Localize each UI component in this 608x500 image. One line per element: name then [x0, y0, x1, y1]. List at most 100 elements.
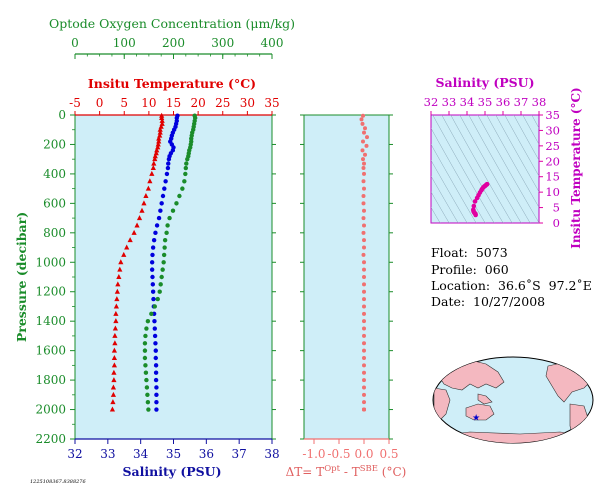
ts-temperature-title: Insitu Temperature (°C) — [569, 87, 583, 248]
oxygen-point — [142, 341, 148, 346]
ts-density-line — [513, 115, 539, 161]
ts-temperature-tick-label: 35 — [545, 108, 560, 122]
ts-temperature-tick-label: 30 — [545, 123, 560, 137]
delta-t-point — [362, 348, 366, 353]
oxygen-point — [146, 407, 151, 412]
temperature-point — [113, 310, 119, 316]
ts-density-line — [531, 115, 539, 129]
delta-t-point — [362, 297, 366, 302]
delta-t-point — [360, 121, 365, 126]
temperature-point — [110, 399, 116, 405]
delta-t-point — [362, 326, 366, 331]
delta-t-point — [362, 130, 366, 135]
ts-salinity-tick-label: 36 — [496, 95, 511, 109]
salinity-point — [165, 165, 171, 171]
salinity-tick-label: 33 — [100, 447, 115, 461]
salinity-point — [154, 385, 159, 390]
temperature-point — [110, 391, 117, 397]
ts-point — [472, 199, 478, 204]
delta-t-point — [362, 161, 366, 166]
oxygen-point — [182, 179, 187, 184]
salinity-point — [151, 237, 157, 243]
delta-t-point — [361, 201, 366, 206]
ts-point — [474, 195, 480, 201]
delta-t-point — [362, 378, 366, 383]
oxygen-tick-label: 0 — [71, 36, 79, 50]
temperature-tick-label: 20 — [190, 96, 205, 110]
salinity-tick-label: 37 — [232, 447, 247, 461]
temperature-axis: -5 0 5 10 15 20 25 30 35 — [69, 96, 280, 115]
temperature-point — [115, 281, 121, 287]
oxygen-point — [149, 311, 154, 317]
temperature-point — [157, 126, 163, 132]
salinity-point — [150, 245, 156, 250]
temperature-point — [145, 185, 151, 191]
ts-temperature-tick-label: 15 — [545, 170, 560, 184]
oxygen-point — [161, 252, 167, 258]
float-location-marker: ★ — [472, 414, 480, 424]
temperature-point — [156, 135, 162, 141]
pressure-axis-title: Pressure (decibar) — [14, 212, 29, 342]
temperature-point — [112, 332, 118, 338]
oxygen-point — [144, 385, 150, 390]
delta-t-point — [362, 238, 366, 243]
profile-marks — [109, 112, 198, 412]
delta-t-point — [362, 186, 366, 191]
temperature-tick-label: -5 — [69, 96, 81, 110]
salinity-point — [159, 201, 164, 206]
temperature-tick-label: 10 — [141, 96, 156, 110]
salinity-point — [153, 363, 159, 368]
delta-t-point — [361, 157, 365, 162]
ts-density-line — [459, 115, 522, 223]
salinity-point — [150, 289, 156, 294]
info-location: Location: 36.6˚S 97.2˚E — [431, 278, 592, 293]
salinity-point — [151, 296, 156, 302]
temperature-point — [112, 340, 118, 346]
delta-t-tick-label: -1.0 — [302, 447, 325, 461]
delta-t-tick-label: 0.0 — [354, 447, 373, 461]
salinity-point — [150, 282, 156, 287]
delta-t-point — [362, 370, 366, 375]
delta-t-point — [361, 166, 366, 171]
salinity-point — [152, 318, 157, 324]
temperature-point — [159, 114, 165, 120]
salinity-point — [153, 355, 158, 361]
ts-salinity-tick-label: 32 — [424, 95, 439, 109]
salinity-point — [149, 267, 155, 272]
salinity-tick-label: 38 — [264, 447, 279, 461]
map-land-south-america — [569, 403, 589, 441]
delta-t-point — [362, 333, 366, 338]
delta-t-point — [362, 385, 366, 390]
salinity-point — [156, 215, 162, 221]
oxygen-point — [185, 156, 190, 162]
delta-t-point — [363, 126, 367, 131]
temperature-tick-label: 5 — [120, 96, 128, 110]
ts-salinity-title: Salinity (PSU) — [435, 75, 534, 90]
delta-t-point — [360, 148, 365, 153]
temperature-point — [147, 178, 153, 184]
delta-t-tick-label: -0.5 — [327, 447, 350, 461]
ts-density-line — [431, 127, 486, 223]
temperature-point — [114, 288, 120, 294]
delta-t-panel — [303, 114, 390, 440]
salinity-point — [160, 193, 166, 199]
oxygen-point — [177, 193, 182, 199]
ts-point — [473, 212, 478, 218]
oxygen-point — [157, 289, 162, 294]
pressure-tick-label: 800 — [43, 226, 66, 240]
oxygen-point — [162, 245, 167, 250]
delta-t-point — [363, 152, 367, 157]
temperature-point — [152, 156, 158, 162]
temperature-point — [111, 355, 117, 360]
temperature-point — [111, 362, 117, 368]
salinity-point — [166, 161, 171, 166]
ts-temperature-tick-label: 0 — [553, 216, 560, 230]
oxygen-tick-label: 100 — [113, 36, 136, 50]
delta-t-point — [362, 319, 366, 324]
delta-t-point — [361, 216, 366, 221]
salinity-point — [153, 370, 159, 375]
temperature-tick-label: 0 — [96, 96, 104, 110]
oxygen-point — [143, 370, 149, 375]
